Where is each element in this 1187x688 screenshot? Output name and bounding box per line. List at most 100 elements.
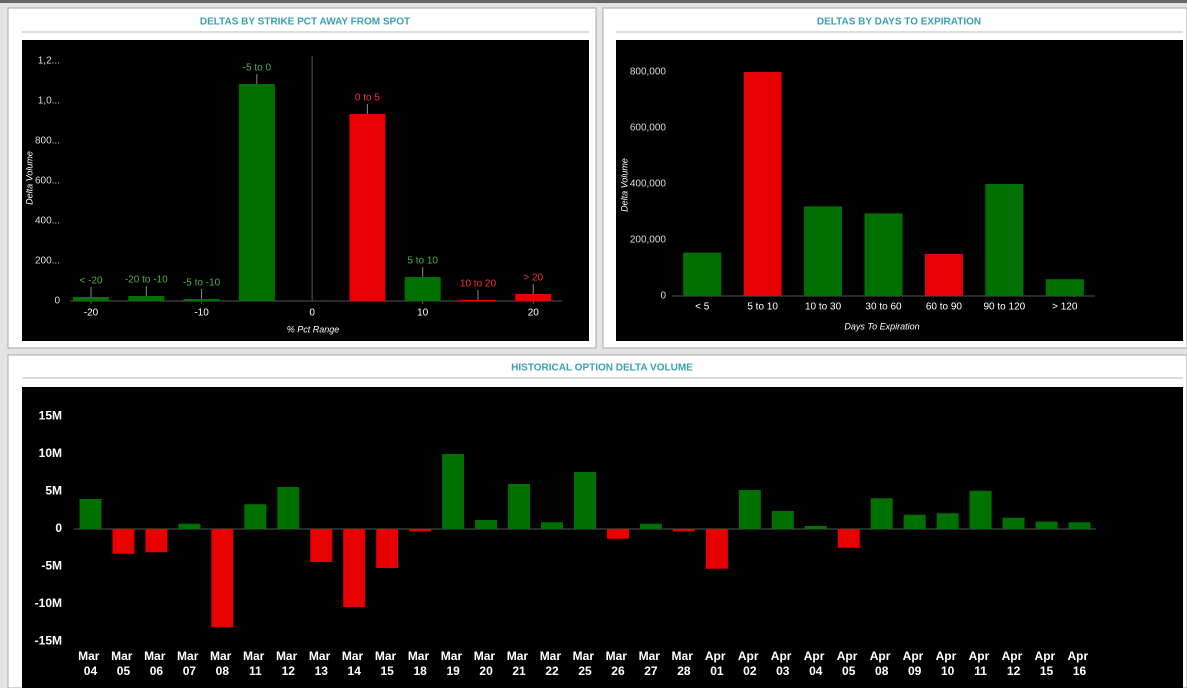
y-tick-label: -5M [41, 559, 62, 573]
x-tick-label: 10 [417, 308, 429, 319]
bar [277, 487, 300, 529]
bar [936, 513, 959, 529]
bar [183, 299, 220, 301]
x-tick-label: 5 to 10 [747, 302, 778, 313]
x-tick-label: Apr 15 [1035, 649, 1059, 678]
bar [606, 529, 629, 539]
top-bar [0, 0, 1187, 3]
y-tick-label: 800,000 [630, 67, 667, 78]
x-tick-label: 0 [309, 308, 315, 319]
bar-label: > 20 [523, 273, 543, 284]
x-tick-label: Mar 26 [606, 649, 631, 678]
bar [238, 84, 275, 301]
x-tick-label: 90 to 120 [983, 302, 1025, 313]
bar [864, 213, 903, 296]
bar [349, 114, 386, 301]
bar-label: -5 to -10 [183, 278, 221, 289]
y-tick-label: 600... [35, 176, 60, 187]
y-tick-label: 5M [45, 484, 62, 498]
bar [1045, 279, 1084, 296]
bar-label: 10 to 20 [460, 279, 497, 290]
x-tick-label: Mar 07 [177, 649, 202, 678]
bar [1035, 521, 1058, 529]
plot-area [22, 40, 589, 341]
bar [178, 523, 201, 529]
y-tick-label: 800... [35, 136, 60, 147]
x-tick-label: Apr 08 [870, 649, 894, 678]
bar-label: -5 to 0 [243, 63, 272, 74]
x-tick-label: Mar 28 [672, 649, 697, 678]
y-tick-label: -15M [35, 634, 62, 648]
bar-label: 0 to 5 [355, 93, 380, 104]
x-tick-label: Apr 03 [771, 649, 795, 678]
x-tick-label: 20 [528, 308, 540, 319]
bar [310, 529, 333, 562]
bar [112, 529, 135, 554]
y-tick-label: 0 [55, 521, 62, 535]
bar [804, 526, 827, 529]
x-tick-label: Apr 12 [1002, 649, 1026, 678]
bar [442, 454, 465, 529]
x-tick-label: Mar 13 [309, 649, 334, 678]
y-tick-label: 15M [39, 409, 62, 423]
x-tick-label: 30 to 60 [865, 302, 902, 313]
plot-area [22, 387, 1183, 688]
x-tick-label: Apr 11 [969, 649, 993, 678]
bar [683, 252, 722, 296]
x-tick-label: Apr 09 [903, 649, 927, 678]
x-tick-label: Mar 06 [144, 649, 169, 678]
bar [870, 498, 893, 529]
y-tick-label: 600,000 [630, 123, 667, 134]
x-axis-title: Days To Expiration [844, 321, 919, 331]
x-tick-label: Mar 25 [573, 649, 598, 678]
chart-title: HISTORICAL OPTION DELTA VOLUME [511, 363, 693, 374]
y-tick-label: 0 [660, 291, 666, 302]
x-tick-label: < 5 [695, 302, 710, 313]
bar [738, 490, 761, 529]
x-tick-label: Mar 08 [210, 649, 235, 678]
bar [79, 499, 102, 529]
bar [1068, 522, 1091, 529]
bar-label: 5 to 10 [407, 256, 438, 267]
y-tick-label: 200,000 [630, 235, 667, 246]
x-tick-label: Mar 15 [375, 649, 400, 678]
bar [969, 490, 992, 529]
x-tick-label: > 120 [1052, 302, 1078, 313]
bar [515, 294, 552, 301]
bar [376, 529, 399, 568]
x-tick-label: Mar 20 [474, 649, 499, 678]
y-tick-label: 200... [35, 256, 60, 267]
y-axis-title: Delta Volume [24, 151, 34, 205]
x-tick-label: Mar 04 [78, 649, 103, 678]
x-tick-label: 10 to 30 [805, 302, 842, 313]
x-tick-label: Apr 16 [1068, 649, 1092, 678]
bar [128, 296, 165, 301]
bar [837, 529, 860, 548]
x-tick-label: Mar 12 [276, 649, 301, 678]
bar [1002, 517, 1025, 529]
bar [404, 277, 441, 301]
y-tick-label: 400... [35, 216, 60, 227]
bar [73, 297, 110, 301]
bar [672, 529, 695, 532]
bar [639, 523, 662, 529]
bar [244, 504, 267, 529]
bar-label: < -20 [79, 276, 103, 287]
x-tick-label: -10 [194, 308, 209, 319]
x-axis-title: % Pct Range [287, 324, 340, 334]
bar [574, 472, 596, 529]
x-tick-label: Mar 05 [111, 649, 136, 678]
x-tick-label: Mar 19 [441, 649, 466, 678]
bar [771, 511, 794, 529]
x-tick-label: Apr 01 [705, 649, 729, 678]
bar [211, 529, 234, 628]
y-axis-title: Delta Volume [619, 158, 629, 212]
bar [508, 484, 531, 529]
bar [705, 529, 728, 569]
bar [903, 514, 926, 529]
x-tick-label: Mar 27 [639, 649, 664, 678]
chart-title: DELTAS BY STRIKE PCT AWAY FROM SPOT [200, 17, 410, 28]
bar [541, 522, 564, 529]
bar [343, 529, 366, 607]
